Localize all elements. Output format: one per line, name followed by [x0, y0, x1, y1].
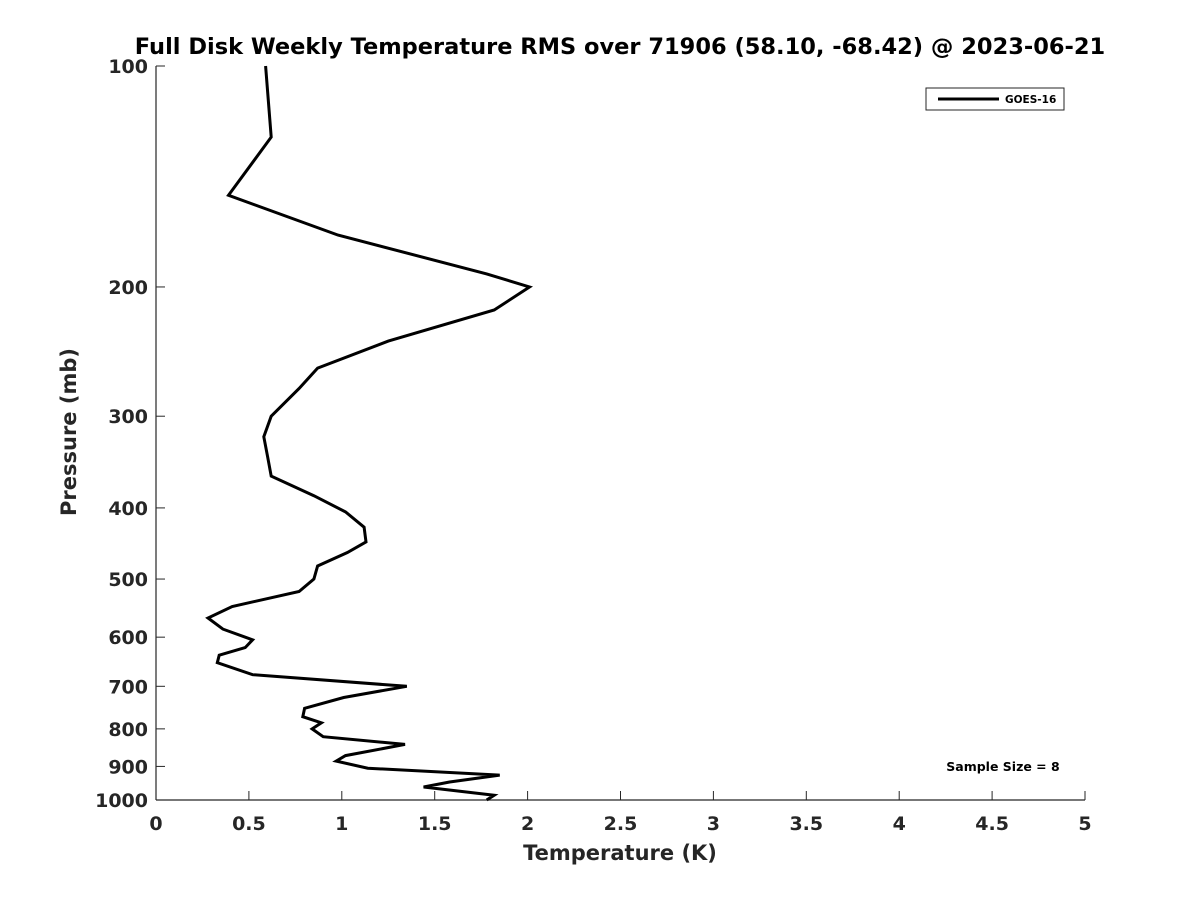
- y-tick-label: 800: [108, 719, 148, 741]
- x-tick-label: 2: [521, 813, 534, 835]
- x-tick-label: 2.5: [604, 813, 638, 835]
- x-tick-label: 4: [893, 813, 906, 835]
- series-layer: [205, 65, 534, 802]
- x-tick-label: 3: [707, 813, 720, 835]
- chart-title: Full Disk Weekly Temperature RMS over 71…: [135, 34, 1105, 60]
- y-tick-label: 1000: [95, 790, 148, 812]
- axes: 0 0.5 1 1.5 2 2.5 3 3.5 4 4.5 5 100 200 300 400 500 600 7…: [95, 56, 1092, 835]
- series-line-goes-16: [205, 65, 534, 802]
- x-tick-label: 3.5: [789, 813, 823, 835]
- x-tick-label: 5: [1078, 813, 1091, 835]
- y-tick-label: 100: [108, 56, 148, 78]
- y-tick-label: 500: [108, 569, 148, 591]
- y-tick-label: 300: [108, 406, 148, 428]
- legend-entry-label: GOES-16: [1005, 94, 1056, 106]
- y-tick-label: 200: [108, 277, 148, 299]
- x-axis-label: Temperature (K): [523, 841, 717, 865]
- x-tick-label: 0.5: [232, 813, 266, 835]
- x-tick-label: 1.5: [418, 813, 452, 835]
- x-tick-label: 4.5: [975, 813, 1009, 835]
- y-tick-label: 700: [108, 676, 148, 698]
- x-tick-label: 0: [149, 813, 162, 835]
- x-tick-label: 1: [335, 813, 348, 835]
- legend: GOES-16: [925, 87, 1065, 111]
- y-tick-label: 400: [108, 498, 148, 520]
- sample-size-annotation: Sample Size = 8: [946, 759, 1059, 774]
- y-axis-label: Pressure (mb): [57, 348, 81, 516]
- y-tick-label: 900: [108, 756, 148, 778]
- y-tick-label: 600: [108, 627, 148, 649]
